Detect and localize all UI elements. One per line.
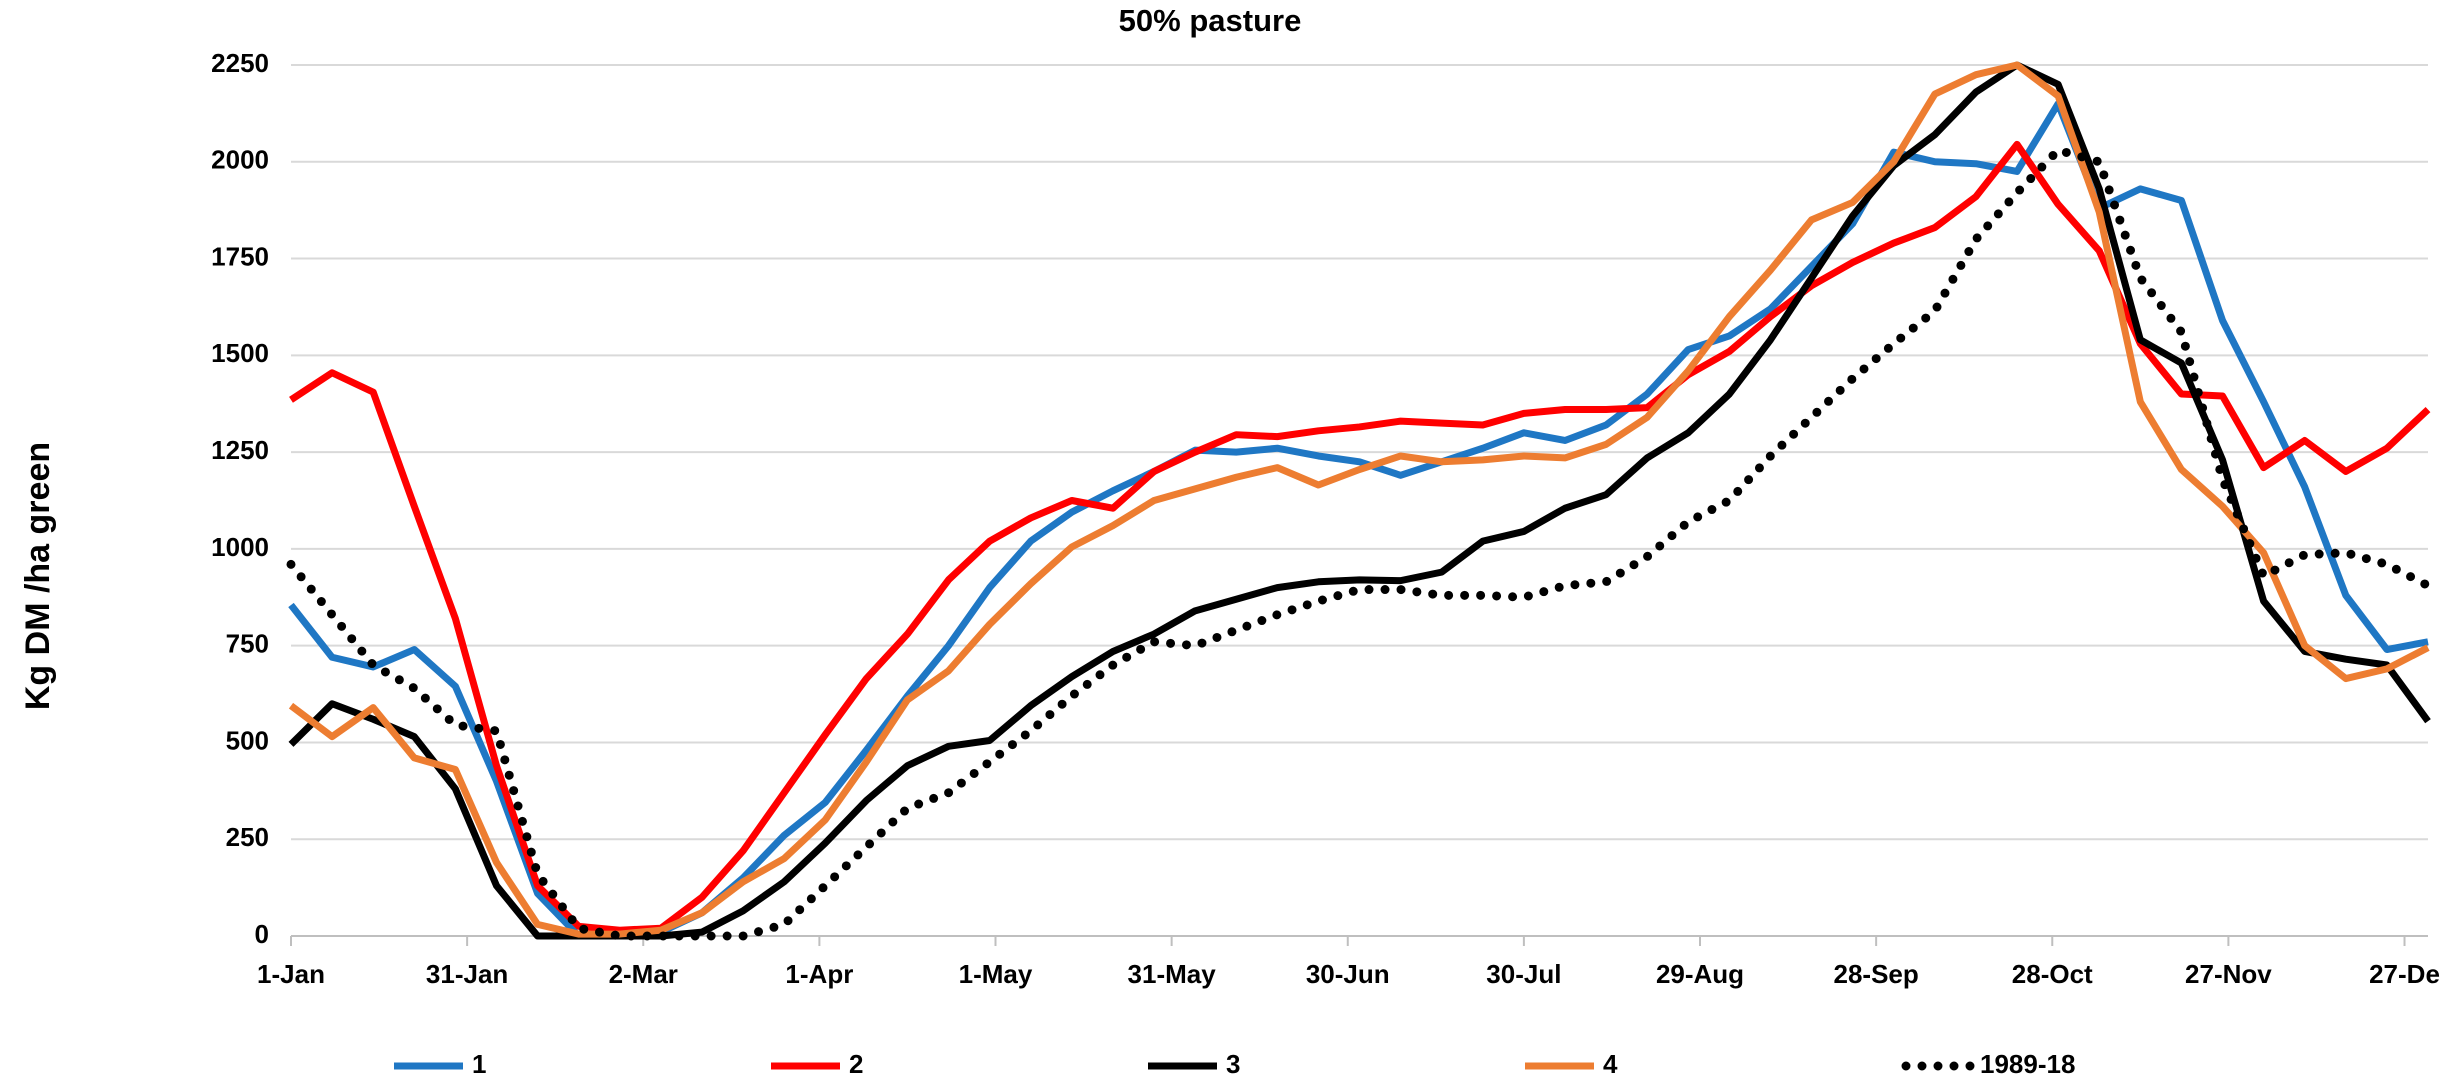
series-line: [288, 61, 2431, 940]
x-tick-label: 1-Jan: [257, 959, 325, 989]
y-tick-label: 500: [226, 725, 269, 755]
x-tick-label: 28-Sep: [1834, 959, 1919, 989]
y-tick-label: 1750: [211, 241, 269, 271]
x-tick-label: 31-Jan: [426, 959, 508, 989]
y-tick-label: 250: [226, 822, 269, 852]
x-tick-label: 27-De: [2369, 959, 2440, 989]
y-tick-label: 1250: [211, 435, 269, 465]
y-tick-label: 1000: [211, 532, 269, 562]
legend-label: 3: [1226, 1049, 1240, 1079]
y-tick-label: 2000: [211, 145, 269, 175]
y-tick-label: 1500: [211, 338, 269, 368]
series-line: [288, 61, 2430, 938]
x-tick-label: 31-May: [1128, 959, 1217, 989]
x-tick-label: 28-Oct: [2012, 959, 2093, 989]
x-tick-label: 2-Mar: [609, 959, 678, 989]
y-tick-label: 0: [255, 919, 269, 949]
legend-label: 1: [472, 1049, 486, 1079]
x-tick-label: 29-Aug: [1656, 959, 1744, 989]
y-tick-label: 2250: [211, 48, 269, 78]
x-tick-label: 30-Jun: [1306, 959, 1390, 989]
legend-label: 2: [849, 1049, 863, 1079]
chart-title: 50% pasture: [1119, 3, 1302, 38]
series-line: [286, 145, 2433, 941]
x-tick-label: 30-Jul: [1486, 959, 1561, 989]
legend-label: 1989-18: [1980, 1049, 2075, 1079]
legend-label: 4: [1603, 1049, 1618, 1079]
y-axis-label: Kg DM /ha green: [19, 442, 57, 710]
x-tick-label: 1-May: [959, 959, 1033, 989]
x-tick-label: 1-Apr: [785, 959, 853, 989]
x-tick-label: 27-Nov: [2185, 959, 2272, 989]
y-tick-label: 750: [226, 629, 269, 659]
